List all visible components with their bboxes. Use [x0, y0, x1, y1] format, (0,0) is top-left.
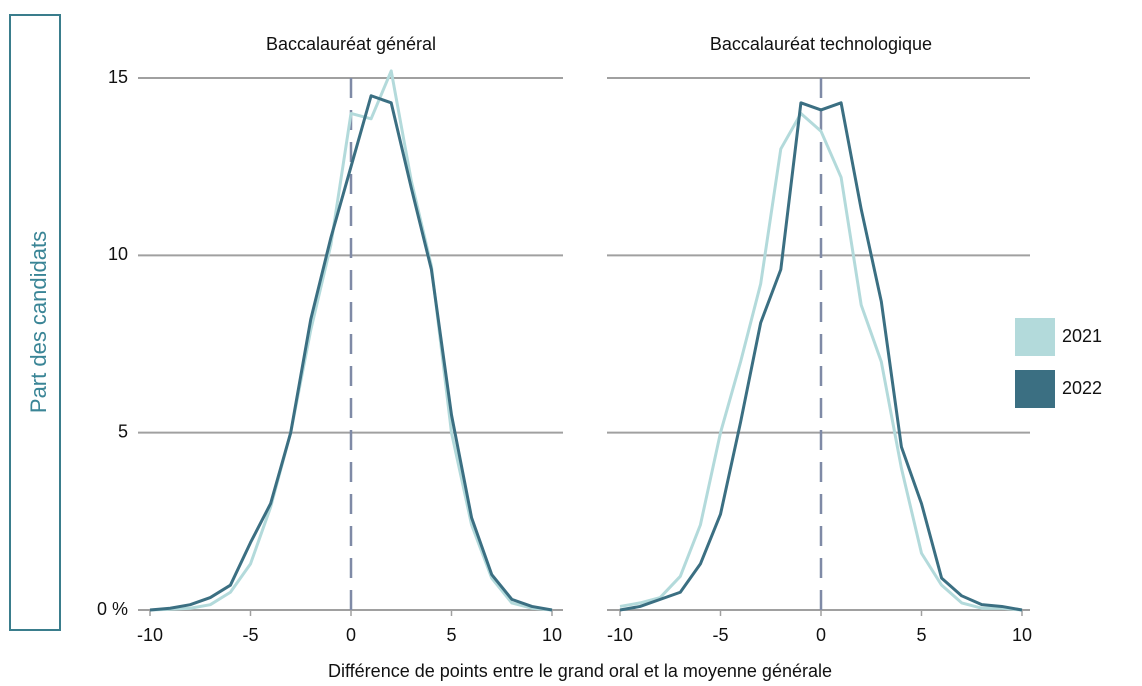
line [619, 111, 1023, 612]
x-tick-label: 5 [916, 625, 926, 645]
y-tick-label: 15 [108, 67, 128, 87]
x-tick-label: -5 [712, 625, 728, 645]
x-tick-label: -10 [607, 625, 633, 645]
x-tick-label: 0 [816, 625, 826, 645]
legend-swatch [1015, 370, 1055, 408]
x-tick-label: -5 [242, 625, 258, 645]
y-tick-label: 0 % [97, 599, 128, 619]
panel-title: Baccalauréat général [266, 34, 436, 54]
y-axis-label: Part des candidats [26, 231, 51, 413]
x-tick-label: -10 [137, 625, 163, 645]
x-tick-label: 5 [446, 625, 456, 645]
line [619, 101, 1023, 612]
ylabel-box [9, 14, 61, 631]
legend-label: 2021 [1062, 326, 1102, 346]
x-tick-label: 0 [346, 625, 356, 645]
legend-swatch [1015, 318, 1055, 356]
y-tick-label: 5 [118, 421, 128, 441]
x-tick-label: 10 [542, 625, 562, 645]
y-tick-label: 10 [108, 244, 128, 264]
x-tick-label: 10 [1012, 625, 1032, 645]
legend-label: 2022 [1062, 378, 1102, 398]
line [149, 94, 553, 612]
x-axis-label: Différence de points entre le grand oral… [328, 661, 832, 681]
panel-title: Baccalauréat technologique [710, 34, 932, 54]
line [149, 69, 553, 612]
